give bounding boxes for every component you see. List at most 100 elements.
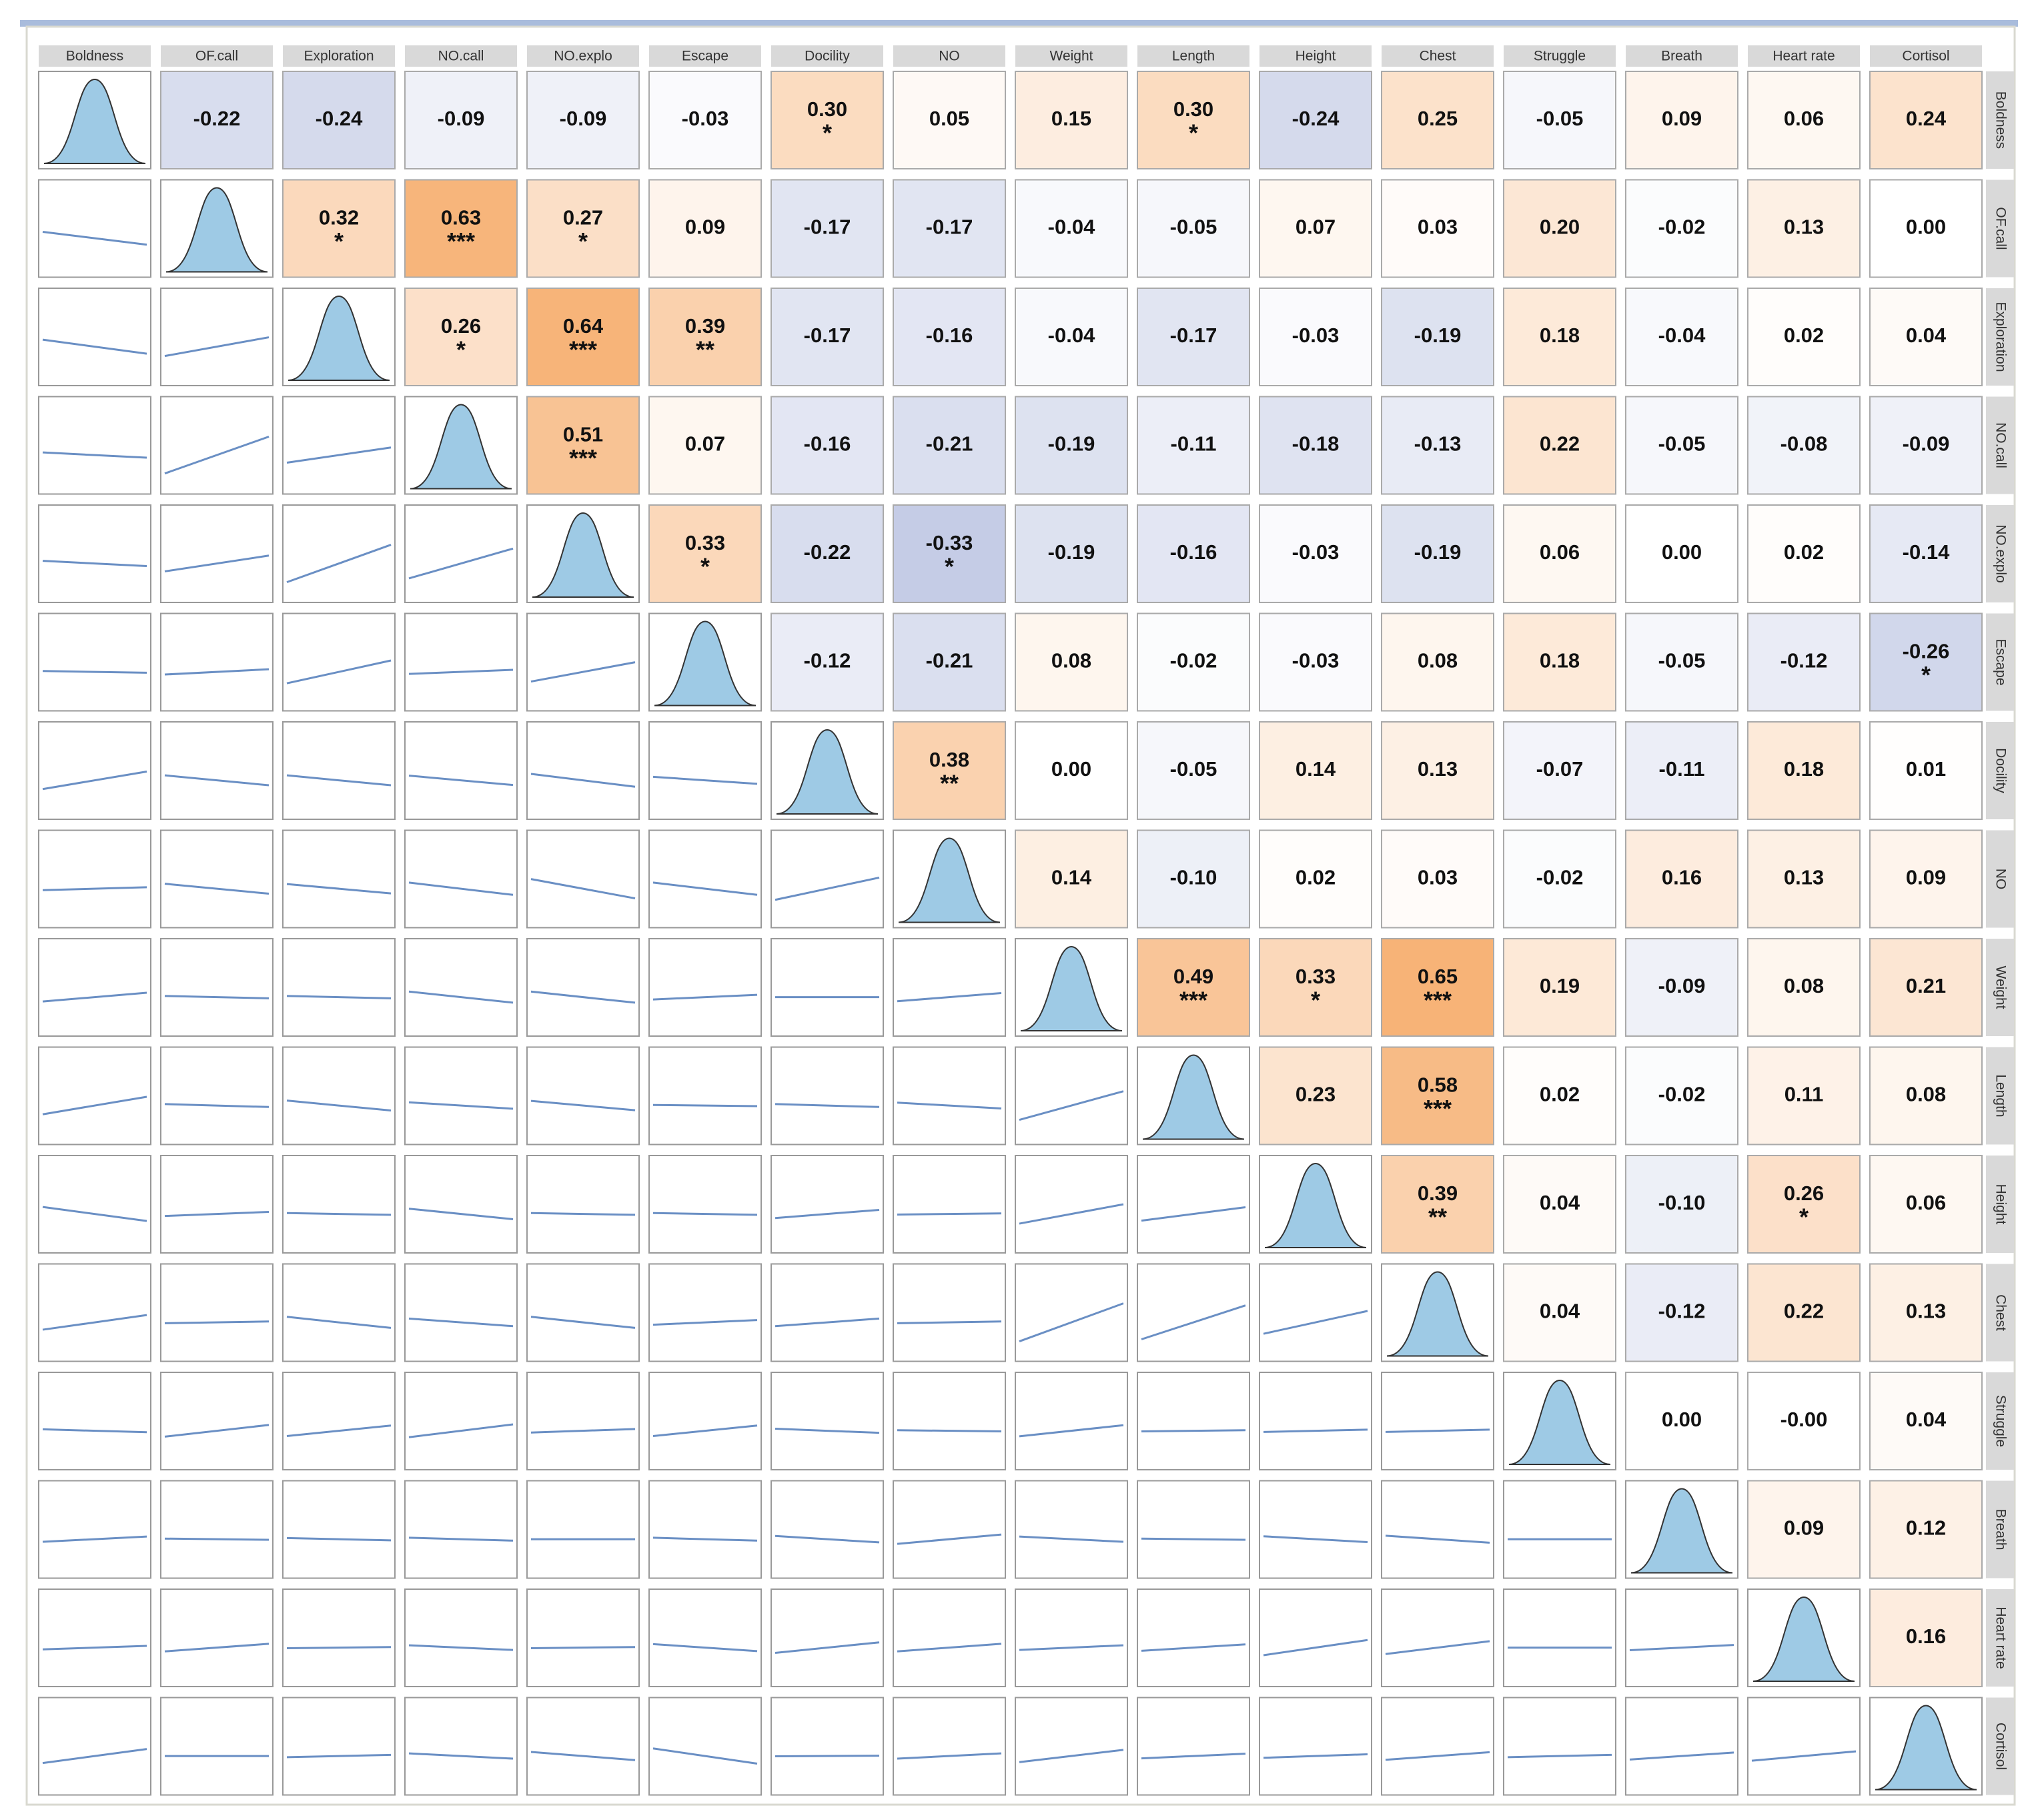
column-strip [283, 45, 395, 67]
scatter-panel [1015, 1155, 1128, 1254]
correlation-cell [1381, 288, 1494, 386]
correlation-label: 0.05 [929, 107, 969, 130]
scatter-panel [771, 1155, 884, 1254]
fit-line [530, 1646, 636, 1649]
density-curve [1386, 1271, 1489, 1357]
scatter-panel [1259, 1480, 1372, 1579]
fit-line [286, 544, 392, 584]
correlation-cell [1747, 179, 1861, 278]
correlation-label: -0.03 [1292, 649, 1340, 672]
column-label: Chest [1420, 49, 1456, 64]
column-strip [893, 45, 1005, 67]
scatter-panel [404, 1588, 518, 1687]
significance-label: * [945, 553, 954, 580]
correlation-label: -0.12 [804, 649, 851, 672]
correlation-cell [1137, 829, 1250, 929]
significance-label: * [334, 228, 344, 255]
correlation-label: 0.13 [1784, 866, 1824, 889]
significance-label: *** [1424, 987, 1452, 1014]
scatter-panel [38, 1155, 151, 1254]
column-label: NO.call [438, 49, 484, 64]
correlation-label: 0.00 [1906, 215, 1946, 239]
fit-line [530, 1428, 636, 1434]
fit-line [775, 1641, 880, 1654]
correlation-cell [648, 504, 762, 603]
correlation-cell [771, 396, 884, 495]
fit-line [42, 1095, 147, 1115]
correlation-cell [1747, 1046, 1861, 1146]
correlation-label: 0.26 [441, 314, 481, 338]
correlation-label: -0.10 [1170, 866, 1217, 889]
significance-label: * [1921, 661, 1931, 689]
scatter-panel [404, 1046, 518, 1146]
correlation-label: 0.04 [1906, 324, 1947, 347]
correlation-cell [1259, 721, 1372, 820]
row-label: Weight [1993, 966, 2008, 1009]
fit-line [164, 1103, 270, 1108]
correlation-label: -0.04 [1048, 324, 1095, 347]
fit-line [286, 995, 392, 999]
fit-line [408, 1752, 514, 1760]
correlation-label: -0.24 [316, 107, 363, 130]
fit-line [42, 1428, 147, 1434]
correlation-cell [1381, 938, 1494, 1037]
scatter-panel [1137, 1155, 1250, 1254]
column-strip [405, 45, 517, 67]
row-strip [1986, 1156, 2014, 1253]
correlation-cell [1747, 1263, 1861, 1362]
correlation-cell [648, 396, 762, 495]
fit-line [530, 661, 636, 683]
correlation-label: 0.21 [1906, 974, 1946, 997]
correlation-label: -0.08 [1780, 432, 1828, 456]
correlation-label: 0.08 [1418, 649, 1458, 672]
scatter-panel [160, 938, 274, 1037]
fit-line [286, 1099, 392, 1112]
column-strip [1870, 45, 1982, 67]
correlation-label: 0.30 [807, 97, 847, 121]
fit-line [652, 1747, 758, 1765]
scatter-panel [526, 1046, 640, 1146]
scatter-panel [1137, 1480, 1250, 1579]
correlation-label: -0.05 [1170, 215, 1217, 239]
correlation-label: 0.07 [685, 432, 725, 456]
frame [25, 25, 2016, 1806]
fit-line [1751, 1750, 1857, 1762]
correlation-label: 0.16 [1662, 866, 1702, 889]
density-curve [654, 620, 756, 707]
column-strip [1626, 45, 1738, 67]
fit-line [42, 1748, 147, 1765]
correlation-label: 0.38 [929, 748, 969, 771]
scatter-panel [38, 504, 151, 603]
correlation-label: 0.30 [1173, 97, 1213, 121]
row-label: Length [1993, 1074, 2008, 1117]
correlation-label: -0.22 [193, 107, 241, 130]
correlation-label: 0.02 [1784, 540, 1824, 564]
scatter-panel [526, 1372, 640, 1470]
significance-label: *** [1424, 1095, 1452, 1122]
fit-line [164, 1320, 270, 1324]
fit-line [408, 668, 514, 675]
fit-line [408, 1423, 514, 1438]
correlation-cell [1137, 612, 1250, 712]
fit-line [775, 1428, 880, 1434]
fit-line [652, 1319, 758, 1326]
correlation-label: -0.16 [926, 324, 973, 347]
correlation-label: 0.11 [1785, 1083, 1824, 1106]
correlation-cell [1015, 288, 1128, 386]
correlation-cell [1747, 829, 1861, 929]
fit-line [286, 659, 392, 685]
scatter-panel [648, 1588, 762, 1687]
correlation-cell [893, 504, 1006, 603]
scatter-panel [648, 721, 762, 820]
row-strip [1986, 1589, 2014, 1687]
row-label: Breath [1993, 1509, 2008, 1550]
fit-line [42, 670, 147, 674]
scatter-panel [893, 1046, 1006, 1146]
fit-line [1385, 1751, 1490, 1761]
scatter-panel [282, 1155, 396, 1254]
scatter-panel [1015, 1480, 1128, 1579]
scatter-panel [282, 829, 396, 929]
fit-line [1019, 1644, 1124, 1651]
fit-line [408, 1644, 514, 1651]
correlation-label: 0.64 [563, 314, 604, 338]
